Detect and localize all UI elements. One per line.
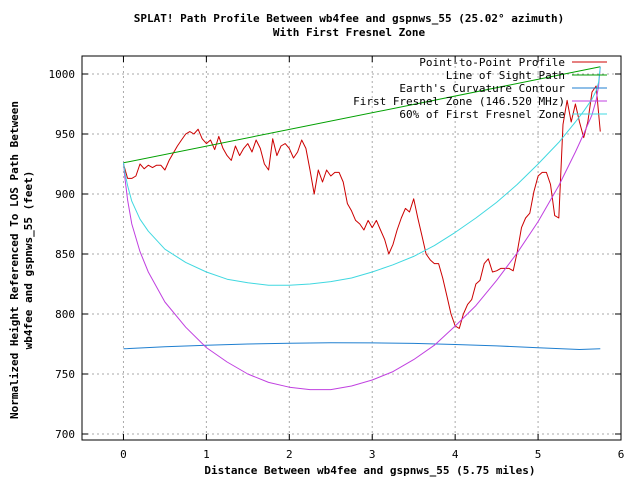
axis-ticks: 0 1 2 3 4 5 6 700 750 800 850 900 950 1000 <box>49 56 625 461</box>
series-line-los <box>123 66 601 164</box>
grid-lines <box>82 56 621 440</box>
legend-label-fresnel: First Fresnel Zone (146.520 MHz) <box>353 95 565 108</box>
series-line-earth <box>123 342 601 350</box>
series-lines <box>123 66 601 391</box>
x-tick-label: 4 <box>452 448 459 461</box>
legend-label-los: Line of Sight Path <box>446 69 565 82</box>
x-tick-label: 1 <box>203 448 210 461</box>
x-tick-label: 0 <box>120 448 127 461</box>
y-tick-label: 950 <box>55 128 75 141</box>
y-tick-label: 1000 <box>49 68 76 81</box>
x-axis-label: Distance Between wb4fee and gspnws_55 (5… <box>204 464 535 477</box>
y-tick-label: 700 <box>55 428 75 441</box>
plot-frame <box>81 55 622 441</box>
y-tick-label: 900 <box>55 188 75 201</box>
y-axis-label-line1: Normalized Height Referenced To LOS Path… <box>8 101 21 419</box>
x-tick-label: 5 <box>535 448 542 461</box>
series-line-profile <box>123 85 601 329</box>
y-tick-label: 800 <box>55 308 75 321</box>
x-tick-label: 3 <box>369 448 376 461</box>
y-tick-label: 750 <box>55 368 75 381</box>
x-tick-label: 6 <box>618 448 625 461</box>
chart-title-line1: SPLAT! Path Profile Between wb4fee and g… <box>134 12 564 25</box>
legend-label-fresnel60: 60% of First Fresnel Zone <box>399 108 565 121</box>
y-axis-label-line2: wb4fee and gspnws_55 (feet) <box>22 171 35 350</box>
y-tick-label: 850 <box>55 248 75 261</box>
chart-title-line2: With First Fresnel Zone <box>273 26 426 39</box>
series-line-fresnel <box>123 66 601 391</box>
series-line-fresnel60 <box>123 66 601 286</box>
legend-label-earth: Earth's Curvature Contour <box>399 82 565 95</box>
x-tick-label: 2 <box>286 448 293 461</box>
legend-label-profile: Point-to-Point Profile <box>419 56 565 69</box>
